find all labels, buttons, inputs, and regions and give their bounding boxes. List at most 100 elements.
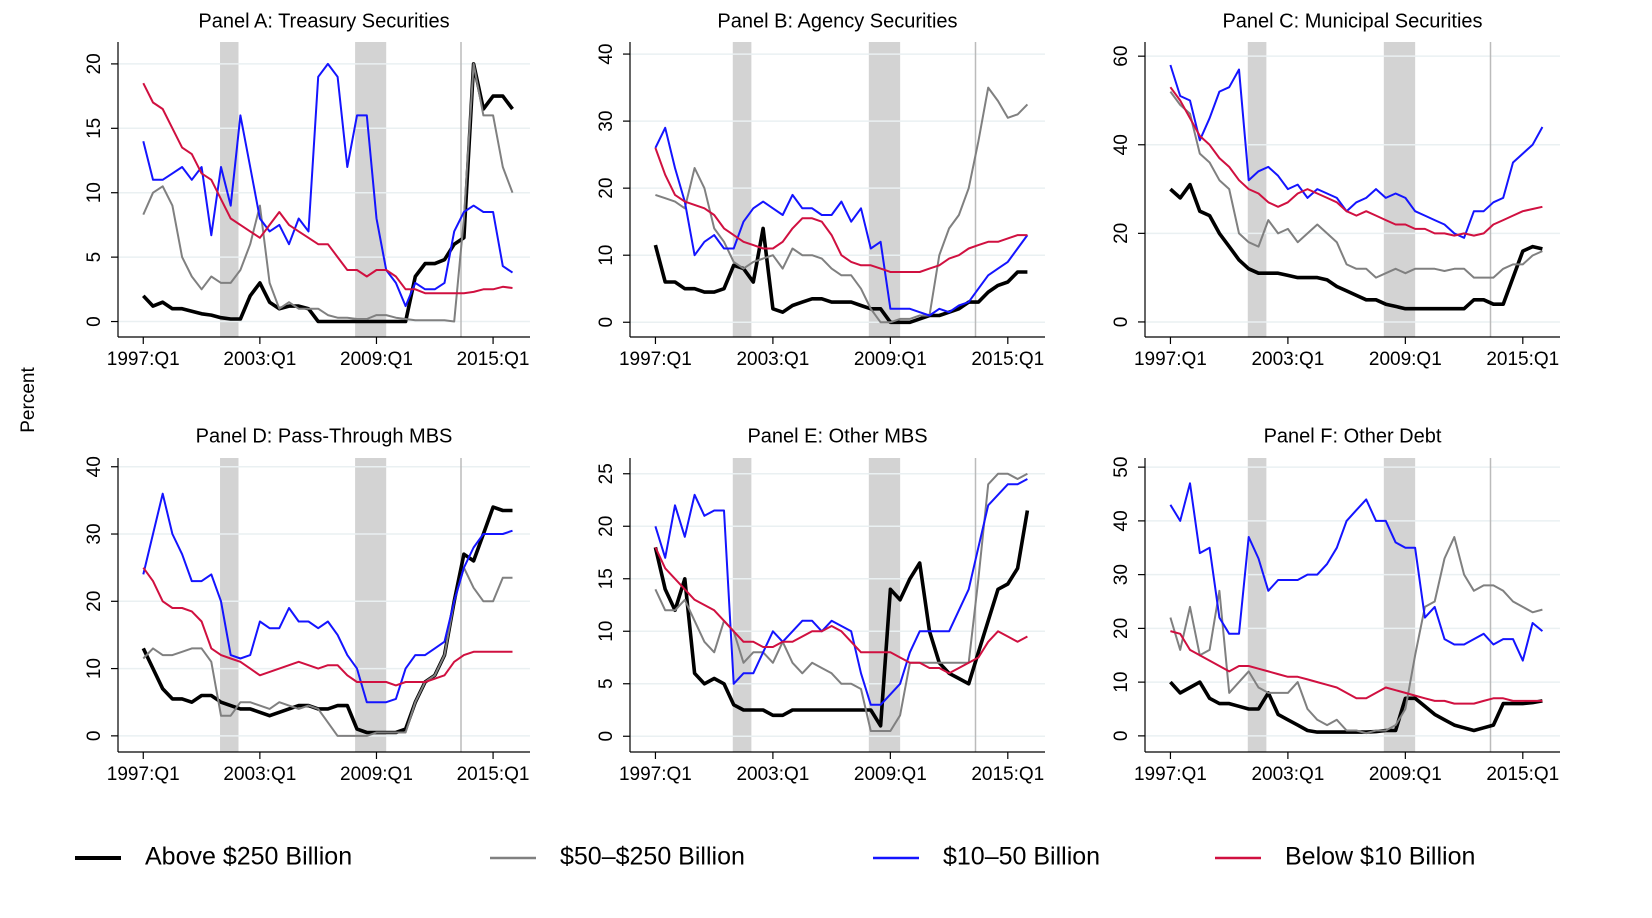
legend-label: $10–50 Billion — [943, 843, 1100, 871]
series-line — [654, 472, 1028, 732]
series-line — [142, 62, 514, 308]
panel: Panel A: Treasury Securities 0 5 10 15 20 1997… — [84, 10, 530, 370]
panel: Panel C: Municipal Securities 0 20 40 60 1997… — [1111, 10, 1560, 370]
x-tick-label: 2015:Q1 — [971, 764, 1044, 785]
series-line — [654, 147, 1028, 273]
series-line — [654, 546, 1028, 675]
y-tick-label: 30 — [84, 523, 105, 544]
panel-title: Panel E: Other MBS — [747, 425, 927, 447]
series-line — [142, 62, 514, 323]
y-tick-label: 0 — [596, 317, 617, 328]
y-tick-label: 10 — [84, 182, 105, 203]
panel: Panel D: Pass-Through MBS 0 10 20 30 40 1997:Q… — [84, 425, 530, 785]
panel: Panel B: Agency Securities 0 10 20 30 40 1997:… — [596, 10, 1045, 370]
y-tick-label: 0 — [1111, 731, 1132, 742]
y-tick-label: 20 — [596, 516, 617, 537]
y-tick-label: 20 — [84, 53, 105, 74]
series-line — [1169, 86, 1543, 237]
recession-band — [220, 458, 239, 752]
y-tick-label: 0 — [84, 731, 105, 742]
y-tick-label: 15 — [84, 118, 105, 139]
y-tick-label: 25 — [596, 463, 617, 484]
recession-band — [355, 458, 387, 752]
x-tick-label: 2009:Q1 — [854, 764, 927, 785]
y-tick-label: 10 — [596, 245, 617, 266]
y-tick-label: 10 — [596, 621, 617, 642]
recession-band — [868, 42, 901, 337]
recession-band — [732, 42, 752, 337]
recession-band — [355, 42, 387, 337]
x-tick-label: 1997:Q1 — [107, 349, 180, 370]
x-tick-label: 2015:Q1 — [457, 349, 530, 370]
y-tick-label: 20 — [596, 178, 617, 199]
y-tick-label: 40 — [1111, 134, 1132, 155]
series-line — [653, 510, 1030, 728]
y-tick-label: 40 — [596, 43, 617, 64]
series-line — [1169, 182, 1543, 311]
y-axis-label: Percent — [18, 367, 39, 433]
y-tick-label: 30 — [1111, 564, 1132, 585]
y-tick-label: 5 — [596, 678, 617, 689]
y-tick-label: 20 — [84, 591, 105, 612]
x-tick-label: 1997:Q1 — [1134, 764, 1207, 785]
legend-label: Below $10 Billion — [1285, 843, 1475, 871]
recession-band — [1247, 42, 1267, 337]
panel-title: Panel B: Agency Securities — [717, 10, 957, 32]
series-line — [654, 126, 1029, 317]
series-line — [142, 567, 513, 687]
y-tick-label: 40 — [1111, 510, 1132, 531]
y-tick-label: 15 — [596, 568, 617, 589]
series-line — [655, 86, 1029, 324]
x-tick-label: 2015:Q1 — [1486, 764, 1559, 785]
y-tick-label: 40 — [84, 456, 105, 477]
recession-band — [220, 42, 239, 337]
x-tick-label: 2003:Q1 — [1251, 764, 1324, 785]
series-line — [1169, 482, 1544, 662]
panel-title: Panel C: Municipal Securities — [1222, 10, 1482, 32]
x-tick-label: 2009:Q1 — [1369, 349, 1442, 370]
x-tick-label: 2003:Q1 — [223, 349, 296, 370]
panel-title: Panel A: Treasury Securities — [198, 10, 449, 32]
x-tick-label: 2009:Q1 — [1369, 764, 1442, 785]
panel-title: Panel F: Other Debt — [1264, 425, 1442, 447]
legend-label: Above $250 Billion — [145, 843, 352, 871]
y-tick-label: 30 — [596, 111, 617, 132]
y-tick-label: 0 — [1111, 317, 1132, 328]
y-tick-label: 0 — [84, 316, 105, 327]
x-tick-label: 1997:Q1 — [1134, 349, 1207, 370]
x-tick-label: 2003:Q1 — [223, 764, 296, 785]
x-tick-label: 2009:Q1 — [854, 349, 927, 370]
recession-band — [1383, 42, 1416, 337]
panel: Panel F: Other Debt 0 10 20 30 40 50 1997:Q1 200… — [1111, 425, 1560, 785]
panel-title: Panel D: Pass-Through MBS — [196, 425, 453, 447]
series-line — [653, 226, 1028, 325]
x-tick-label: 1997:Q1 — [619, 349, 692, 370]
x-tick-label: 2003:Q1 — [736, 349, 809, 370]
recession-band — [868, 458, 901, 752]
y-tick-label: 50 — [1111, 457, 1132, 478]
x-tick-label: 2003:Q1 — [736, 764, 809, 785]
y-tick-label: 20 — [1111, 618, 1132, 639]
series-line — [1169, 680, 1543, 734]
y-tick-label: 10 — [1111, 672, 1132, 693]
y-tick-label: 60 — [1111, 46, 1132, 67]
y-tick-label: 5 — [84, 252, 105, 263]
series-line — [1170, 630, 1543, 705]
series-line — [142, 492, 513, 704]
y-tick-label: 10 — [84, 658, 105, 679]
y-tick-label: 0 — [596, 731, 617, 742]
legend: Above $250 Billion $50–$250 Billion $10–50… — [75, 843, 1475, 871]
x-tick-label: 2015:Q1 — [457, 764, 530, 785]
x-tick-label: 2009:Q1 — [340, 764, 413, 785]
x-tick-label: 1997:Q1 — [619, 764, 692, 785]
panel: Panel E: Other MBS 0 5 10 15 20 25 1997:Q1 2003:… — [596, 425, 1045, 785]
series-line — [1169, 64, 1544, 239]
series-line — [654, 478, 1028, 706]
x-tick-label: 2015:Q1 — [1486, 349, 1559, 370]
series-line — [142, 566, 513, 737]
x-tick-label: 2015:Q1 — [971, 349, 1044, 370]
legend-label: $50–$250 Billion — [560, 843, 745, 871]
x-tick-label: 1997:Q1 — [107, 764, 180, 785]
series-line — [1169, 536, 1543, 735]
